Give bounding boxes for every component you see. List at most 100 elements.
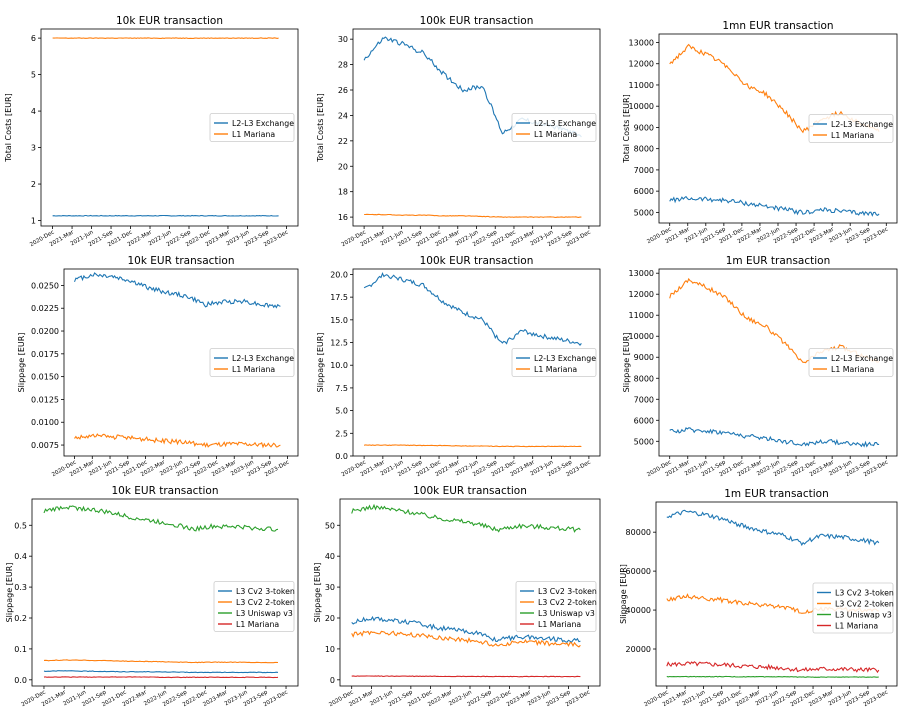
chart-panel-5: 100k EUR transaction Slippage [EUR] 0.0 2.5… [316, 255, 601, 478]
y-tick-label: 0.0250 [31, 281, 59, 290]
y-tick-label: 12000 [629, 60, 654, 69]
series-line-2 [363, 444, 582, 448]
y-tick-label: 30 [338, 35, 348, 44]
legend-entry: L2-L3 Exchange [232, 119, 294, 128]
chart-panel-6: 1m EUR transaction Slippage [EUR] 5000 6000… [622, 255, 898, 478]
series-line-1 [73, 272, 281, 309]
y-tick-label: 20 [338, 162, 348, 171]
y-tick-label: 0.3 [14, 583, 27, 592]
y-tick-label: 6000 [634, 416, 654, 425]
legend-entry: L1 Mariana [534, 130, 577, 139]
y-tick-label: 12.5 [330, 339, 348, 348]
legend-entry: L1 Mariana [835, 622, 878, 631]
legend-entry: L3 Uniswap v3 [835, 611, 892, 620]
legend: L3 Cv2 3-token L3 Cv2 2-token L3 Uniswap v… [812, 582, 894, 634]
chart-panel-1: 10k EUR transaction Total Costs [EUR] 1 2 3 4… [4, 15, 299, 248]
y-tick-label: 20 [325, 614, 335, 623]
chart-title: 10k EUR transaction [111, 485, 218, 497]
series-line-2 [669, 277, 880, 364]
chart-title: 10k EUR transaction [116, 15, 223, 27]
legend-entry: L1 Mariana [831, 365, 874, 374]
legend-entry: L2-L3 Exchange [831, 354, 893, 363]
legend-box [515, 581, 597, 632]
series-line-4 [43, 676, 279, 679]
legend-entry: L3 Cv2 2-token [538, 598, 597, 607]
y-tick-label: 10.0 [330, 361, 348, 370]
y-tick-label: 50 [325, 521, 335, 530]
y-tick-label: 5000 [634, 208, 654, 217]
y-tick-label: 7000 [634, 166, 654, 175]
legend-entry: L1 Mariana [831, 131, 874, 140]
y-tick-label: 0.0225 [31, 304, 59, 313]
y-tick-label: 8000 [634, 374, 654, 383]
y-tick-label: 60000 [626, 567, 651, 576]
y-tick-label: 9000 [634, 353, 654, 362]
chart-panel-9: 1m EUR transaction Slippage [EUR] 20000 400… [619, 488, 898, 708]
y-tick-label: 0.0125 [31, 395, 59, 404]
chart-panel-2: 100k EUR transaction Total Costs [EUR] 16 1… [316, 15, 601, 248]
chart-panel-8: 100k EUR transaction Slippage [EUR] 0 10 20 3… [313, 485, 601, 708]
legend: L3 Cv2 3-token L3 Cv2 2-token L3 Uniswap v… [213, 581, 295, 632]
legend-box [511, 113, 597, 142]
y-tick-label: 7.5 [335, 384, 348, 393]
y-tick-label: 0.5 [14, 521, 27, 530]
series-line-1 [666, 509, 880, 547]
legend-entry: L2-L3 Exchange [534, 119, 596, 128]
series-line-1 [669, 427, 880, 448]
y-tick-label: 0.0100 [31, 418, 59, 427]
y-tick-label: 5 [31, 71, 36, 80]
legend-entry: L1 Mariana [534, 365, 577, 374]
y-tick-label: 0.0175 [31, 350, 59, 359]
y-tick-label: 30 [325, 583, 335, 592]
y-tick-label: 16 [338, 213, 348, 222]
y-tick-label: 4 [31, 107, 36, 116]
series-line-2 [74, 433, 281, 449]
y-tick-label: 11000 [629, 311, 654, 320]
y-tick-label: 22 [338, 137, 348, 146]
y-tick-label: 18 [338, 188, 348, 197]
legend-entry: L3 Cv2 2-token [236, 598, 295, 607]
legend: L2-L3 Exchange L1 Mariana [511, 348, 597, 377]
y-tick-label: 24 [338, 111, 348, 120]
chart-title: 1m EUR transaction [726, 255, 831, 267]
y-tick-label: 10000 [629, 332, 654, 341]
legend-box [511, 348, 597, 377]
y-tick-label: 28 [338, 61, 348, 70]
y-tick-label: 7000 [634, 395, 654, 404]
y-tick-label: 9000 [634, 123, 654, 132]
legend-entry: L1 Mariana [538, 620, 581, 629]
y-tick-label: 0.0075 [31, 441, 59, 450]
legend-entry: L1 Mariana [236, 620, 279, 629]
series-line-1 [351, 615, 581, 644]
y-axis-label: Slippage [EUR] [17, 333, 26, 393]
chart-title: 100k EUR transaction [420, 15, 534, 27]
legend-entry: L1 Mariana [232, 130, 275, 139]
chart-title: 1m EUR transaction [724, 488, 829, 500]
legend-entry: L2-L3 Exchange [831, 120, 893, 129]
y-axis-label: Total Costs [EUR] [622, 94, 631, 163]
y-tick-label: 0.0 [14, 676, 27, 685]
y-tick-label: 0.0 [335, 452, 348, 461]
series-line-1 [52, 214, 279, 217]
y-tick-label: 40000 [626, 606, 651, 615]
legend: L2-L3 Exchange L1 Mariana [209, 113, 295, 142]
chart-panel-4: 10k EUR transaction Slippage [EUR] 0.0075 0… [17, 255, 299, 478]
y-axis-label: Slippage [EUR] [5, 563, 14, 623]
y-tick-label: 13000 [629, 269, 654, 278]
legend: L2-L3 Exchange L1 Mariana [808, 348, 894, 377]
y-tick-label: 20.0 [330, 270, 348, 279]
y-tick-label: 80000 [626, 528, 651, 537]
y-tick-label: 40 [325, 552, 335, 561]
series-line-1 [43, 670, 279, 674]
y-tick-label: 5.0 [335, 407, 348, 416]
y-tick-label: 1 [31, 217, 36, 226]
legend-entry: L3 Cv2 2-token [835, 600, 894, 609]
series-line-2 [351, 630, 581, 648]
legend-entry: L3 Cv2 3-token [538, 587, 597, 596]
legend-entry: L3 Cv2 3-token [236, 587, 295, 596]
series-line-3 [666, 675, 879, 678]
series-line-2 [364, 213, 582, 218]
chart-title: 100k EUR transaction [420, 255, 534, 267]
legend-entry: L2-L3 Exchange [232, 354, 294, 363]
